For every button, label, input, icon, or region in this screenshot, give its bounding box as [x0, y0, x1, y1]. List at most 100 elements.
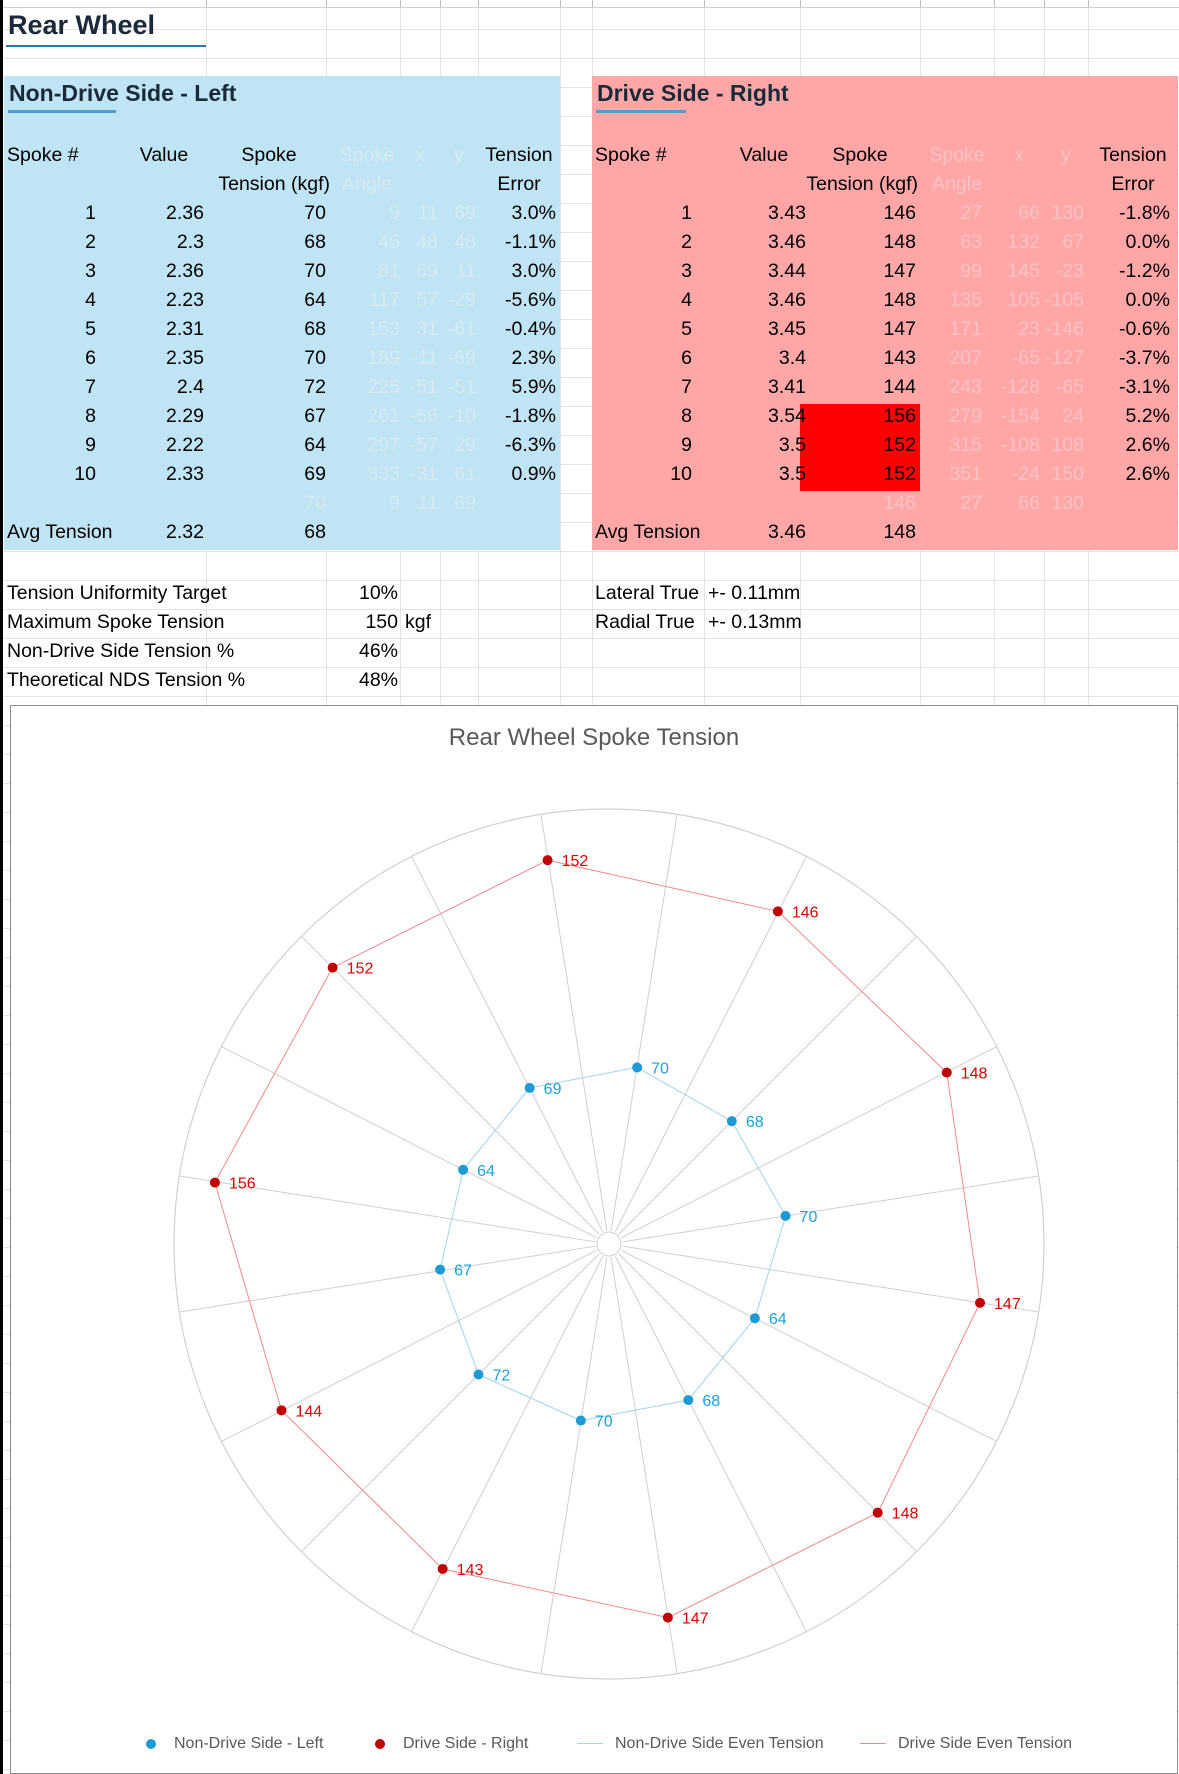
- cell-spoke-number[interactable]: 9: [85, 434, 96, 456]
- tension-chart[interactable]: Rear Wheel Spoke Tension 70 68 70 64 68 70 72 6…: [10, 705, 1178, 1774]
- cell-spoke-tension[interactable]: 147: [883, 260, 916, 282]
- cell-y[interactable]: -29: [447, 289, 476, 311]
- cell-y[interactable]: -105: [1044, 289, 1084, 311]
- cell-x[interactable]: -57: [409, 434, 438, 456]
- cell-spoke-angle[interactable]: 315: [949, 434, 982, 456]
- cell-tension-error[interactable]: 3.0%: [511, 260, 556, 282]
- cell-tension-error[interactable]: -1.2%: [1119, 260, 1170, 282]
- cell-spoke-number[interactable]: 10: [670, 463, 692, 485]
- cell-value[interactable]: 3.4: [778, 347, 806, 369]
- cell-value[interactable]: 2.31: [166, 318, 204, 340]
- extra-x[interactable]: 11: [417, 492, 438, 514]
- cell-spoke-angle[interactable]: 99: [960, 260, 982, 282]
- cell-spoke-tension[interactable]: 144: [883, 376, 916, 398]
- cell-spoke-angle[interactable]: 261: [367, 405, 400, 427]
- cell-tension-error[interactable]: 5.2%: [1125, 405, 1170, 427]
- uniformity-value[interactable]: 10%: [358, 582, 398, 604]
- cell-tension-error[interactable]: 0.0%: [1125, 231, 1170, 253]
- cell-x[interactable]: -65: [1011, 347, 1040, 369]
- radial-true-label[interactable]: Radial True: [595, 611, 695, 633]
- header-spoke-number[interactable]: Spoke #: [7, 144, 79, 166]
- cell-tension-error[interactable]: -0.6%: [1119, 318, 1170, 340]
- cell-tension-error[interactable]: 0.9%: [511, 463, 556, 485]
- cell-y[interactable]: 29: [454, 434, 476, 456]
- cell-x[interactable]: 48: [416, 231, 438, 253]
- header-x[interactable]: x: [1014, 144, 1024, 166]
- header-spoke-angle-2[interactable]: Angle: [932, 173, 982, 195]
- cell-tension-error[interactable]: -5.6%: [505, 289, 556, 311]
- cell-spoke-tension[interactable]: 72: [304, 376, 326, 398]
- header-spoke-angle-1[interactable]: Spoke: [339, 144, 395, 166]
- cell-spoke-tension[interactable]: 64: [304, 289, 326, 311]
- cell-spoke-number[interactable]: 7: [85, 376, 96, 398]
- cell-spoke-angle[interactable]: 9: [389, 202, 400, 224]
- cell-y[interactable]: 24: [1062, 405, 1084, 427]
- cell-x[interactable]: -128: [1000, 376, 1040, 398]
- cell-spoke-angle[interactable]: 45: [378, 231, 400, 253]
- cell-y[interactable]: 61: [454, 463, 476, 485]
- cell-value[interactable]: 2.36: [166, 202, 204, 224]
- avg-tension[interactable]: 68: [304, 521, 326, 543]
- cell-y[interactable]: 48: [454, 231, 476, 253]
- cell-x[interactable]: -154: [1000, 405, 1040, 427]
- extra-tension[interactable]: 146: [883, 492, 916, 514]
- cell-tension-error[interactable]: -0.4%: [505, 318, 556, 340]
- nds-tension-value[interactable]: 46%: [358, 640, 398, 662]
- cell-spoke-number[interactable]: 3: [681, 260, 692, 282]
- cell-spoke-angle[interactable]: 351: [949, 463, 982, 485]
- cell-spoke-tension[interactable]: 67: [304, 405, 326, 427]
- avg-value[interactable]: 3.46: [768, 521, 806, 543]
- cell-y[interactable]: 67: [1062, 231, 1084, 253]
- cell-spoke-tension[interactable]: 68: [304, 231, 326, 253]
- cell-spoke-angle[interactable]: 27: [960, 202, 982, 224]
- cell-value[interactable]: 3.44: [768, 260, 806, 282]
- cell-y[interactable]: -127: [1044, 347, 1084, 369]
- cell-spoke-tension[interactable]: 152: [883, 434, 916, 456]
- cell-value[interactable]: 2.23: [166, 289, 204, 311]
- cell-spoke-angle[interactable]: 117: [368, 289, 400, 311]
- radial-true-value[interactable]: +- 0.13mm: [708, 611, 802, 633]
- sheet-title[interactable]: Rear Wheel: [8, 10, 156, 40]
- max-tension-unit[interactable]: kgf: [405, 611, 432, 633]
- cell-x[interactable]: 23: [1018, 318, 1040, 340]
- cell-spoke-tension[interactable]: 70: [304, 202, 326, 224]
- cell-spoke-number[interactable]: 4: [681, 289, 692, 311]
- cell-value[interactable]: 2.22: [166, 434, 204, 456]
- header-value[interactable]: Value: [139, 144, 189, 166]
- cell-value[interactable]: 2.3: [176, 231, 204, 253]
- cell-tension-error[interactable]: 2.3%: [511, 347, 556, 369]
- cell-spoke-tension[interactable]: 148: [883, 289, 916, 311]
- header-tension-error-2[interactable]: Error: [1111, 173, 1155, 195]
- cell-value[interactable]: 3.54: [768, 405, 806, 427]
- cell-tension-error[interactable]: -1.1%: [505, 231, 556, 253]
- cell-tension-error[interactable]: -3.7%: [1119, 347, 1170, 369]
- cell-value[interactable]: 2.35: [166, 347, 204, 369]
- cell-tension-error[interactable]: -6.3%: [505, 434, 556, 456]
- cell-spoke-number[interactable]: 7: [681, 376, 692, 398]
- cell-spoke-number[interactable]: 6: [85, 347, 96, 369]
- header-x[interactable]: x: [415, 144, 425, 166]
- header-y[interactable]: y: [454, 144, 464, 166]
- cell-y[interactable]: -61: [447, 318, 476, 340]
- cell-spoke-tension[interactable]: 146: [883, 202, 916, 224]
- extra-y[interactable]: 69: [454, 492, 476, 514]
- cell-spoke-angle[interactable]: 207: [949, 347, 982, 369]
- cell-spoke-tension[interactable]: 152: [883, 463, 916, 485]
- cell-value[interactable]: 2.36: [166, 260, 204, 282]
- nds-tension-label[interactable]: Non-Drive Side Tension %: [7, 640, 235, 662]
- extra-angle[interactable]: 27: [960, 492, 982, 514]
- theoretical-nds-value[interactable]: 48%: [358, 669, 398, 691]
- cell-value[interactable]: 3.5: [778, 463, 806, 485]
- legend-item-nds[interactable]: Non-Drive Side - Left: [146, 1735, 323, 1753]
- cell-tension-error[interactable]: 3.0%: [511, 202, 556, 224]
- header-spoke-tension-1[interactable]: Spoke: [241, 144, 297, 166]
- avg-tension-label[interactable]: Avg Tension: [595, 521, 701, 543]
- cell-x[interactable]: 57: [416, 289, 438, 311]
- cell-spoke-tension[interactable]: 68: [304, 318, 326, 340]
- cell-spoke-number[interactable]: 8: [85, 405, 96, 427]
- cell-x[interactable]: 132: [1007, 231, 1040, 253]
- cell-tension-error[interactable]: 2.6%: [1125, 434, 1170, 456]
- cell-y[interactable]: -10: [447, 405, 476, 427]
- cell-tension-error[interactable]: -1.8%: [1119, 202, 1170, 224]
- cell-x[interactable]: 66: [1018, 202, 1040, 224]
